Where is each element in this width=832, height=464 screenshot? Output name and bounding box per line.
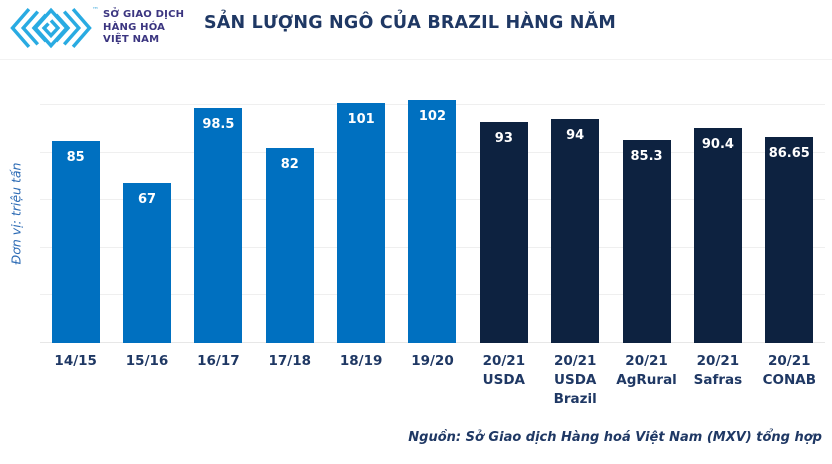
bar-value-label: 101: [347, 111, 375, 127]
bar-value-label: 85: [66, 149, 85, 165]
bar: 67: [123, 183, 172, 343]
x-axis-label: 20/21 Safras: [682, 352, 753, 409]
bar: 94: [551, 119, 600, 343]
y-axis-unit-label: Đơn vị: triệu tấn: [8, 162, 24, 265]
x-axis-label-line: 18/19: [339, 353, 383, 369]
x-axis-label-line: 19/20: [411, 353, 454, 369]
bar-column: 85.3: [611, 93, 682, 343]
bar-value-label: 85.3: [630, 148, 663, 164]
bar: 98.5: [194, 108, 243, 343]
bar: 102: [408, 100, 457, 343]
x-axis-label-line: 20/21: [768, 353, 811, 369]
x-axis-label: 18/19: [325, 352, 396, 409]
bar-value-label: 86.65: [768, 145, 810, 161]
bar-column: 93: [468, 93, 539, 343]
bar: 90.4: [693, 127, 742, 343]
bar-column: 101: [325, 93, 396, 343]
plot-area: 85 67 98.5 82 101 102 93 94 85.3 90.4 86.65: [40, 93, 825, 343]
x-axis-label-line: 20/21: [482, 353, 526, 369]
bar-column: 98.5: [183, 93, 254, 343]
source-note: Nguồn: Sở Giao dịch Hàng hoá Việt Nam (M…: [408, 430, 822, 445]
x-axis-label-line: 20/21: [553, 353, 597, 369]
x-axis-label-line: AgRural: [616, 372, 677, 388]
bar-column: 86.65: [754, 93, 825, 343]
bar: 93: [479, 121, 528, 343]
x-axis-label-line: 15/16: [125, 353, 169, 369]
chart-title: SẢN LƯỢNG NGÔ CỦA BRAZIL HÀNG NĂM: [204, 13, 617, 33]
x-axis-label-line: 20/21: [696, 353, 740, 369]
bar-column: 82: [254, 93, 325, 343]
bar-value-label: 67: [137, 192, 157, 208]
bar-value-label: 102: [418, 109, 447, 125]
bar: 85.3: [622, 139, 671, 343]
bar: 101: [337, 102, 386, 343]
bar: 85: [51, 140, 100, 343]
mxv-logo: ™ SỞ GIAO DỊCH HÀNG HÓA VIỆT NAM: [10, 4, 184, 52]
bar-value-label: 98.5: [202, 117, 235, 133]
x-axis-label: 14/15: [40, 352, 111, 409]
x-axis-label: 20/21 CONAB: [754, 352, 825, 409]
x-axis-label: 15/16: [111, 352, 182, 409]
x-axis-label: 20/21 USDA Brazil: [540, 352, 611, 409]
x-axis-label-line: Safras: [693, 372, 743, 388]
bar-column: 67: [111, 93, 182, 343]
x-axis-label: 16/17: [183, 352, 254, 409]
bar-value-label: 94: [566, 128, 585, 144]
x-axis-label-line: USDA: [554, 372, 597, 388]
mxv-diamond-icon: [10, 7, 92, 49]
x-axis-label: 19/20: [397, 352, 468, 409]
header-divider: [0, 59, 832, 60]
x-axis-label-line: USDA: [482, 372, 525, 388]
bar-column: 85: [40, 93, 111, 343]
x-axis-label: 17/18: [254, 352, 325, 409]
x-axis-label-line: 20/21: [625, 353, 668, 369]
logo-wordmark: SỞ GIAO DỊCH HÀNG HÓA VIỆT NAM: [103, 9, 185, 45]
bar: 82: [265, 147, 314, 343]
bar: 86.65: [765, 136, 814, 343]
x-axis-label-line: CONAB: [762, 372, 816, 388]
trademark-symbol: ™: [92, 6, 99, 14]
x-axis: 14/15 15/16 16/17 17/18 18/19 19/20 20/21 USDA 2…: [40, 352, 825, 409]
x-axis-label: 20/21 USDA: [468, 352, 539, 409]
bar-value-label: 93: [494, 130, 513, 146]
x-axis-label-line: 14/15: [54, 353, 97, 369]
x-axis-label-line: Brazil: [553, 391, 597, 407]
bar-column: 94: [540, 93, 611, 343]
x-axis-label-line: 17/18: [268, 353, 312, 369]
bar-column: 102: [397, 93, 468, 343]
x-axis-label: 20/21 AgRural: [611, 352, 682, 409]
bar-value-label: 82: [280, 156, 299, 172]
x-axis-label-line: 16/17: [197, 353, 240, 369]
bar-column: 90.4: [682, 93, 753, 343]
bar-value-label: 90.4: [701, 136, 734, 152]
